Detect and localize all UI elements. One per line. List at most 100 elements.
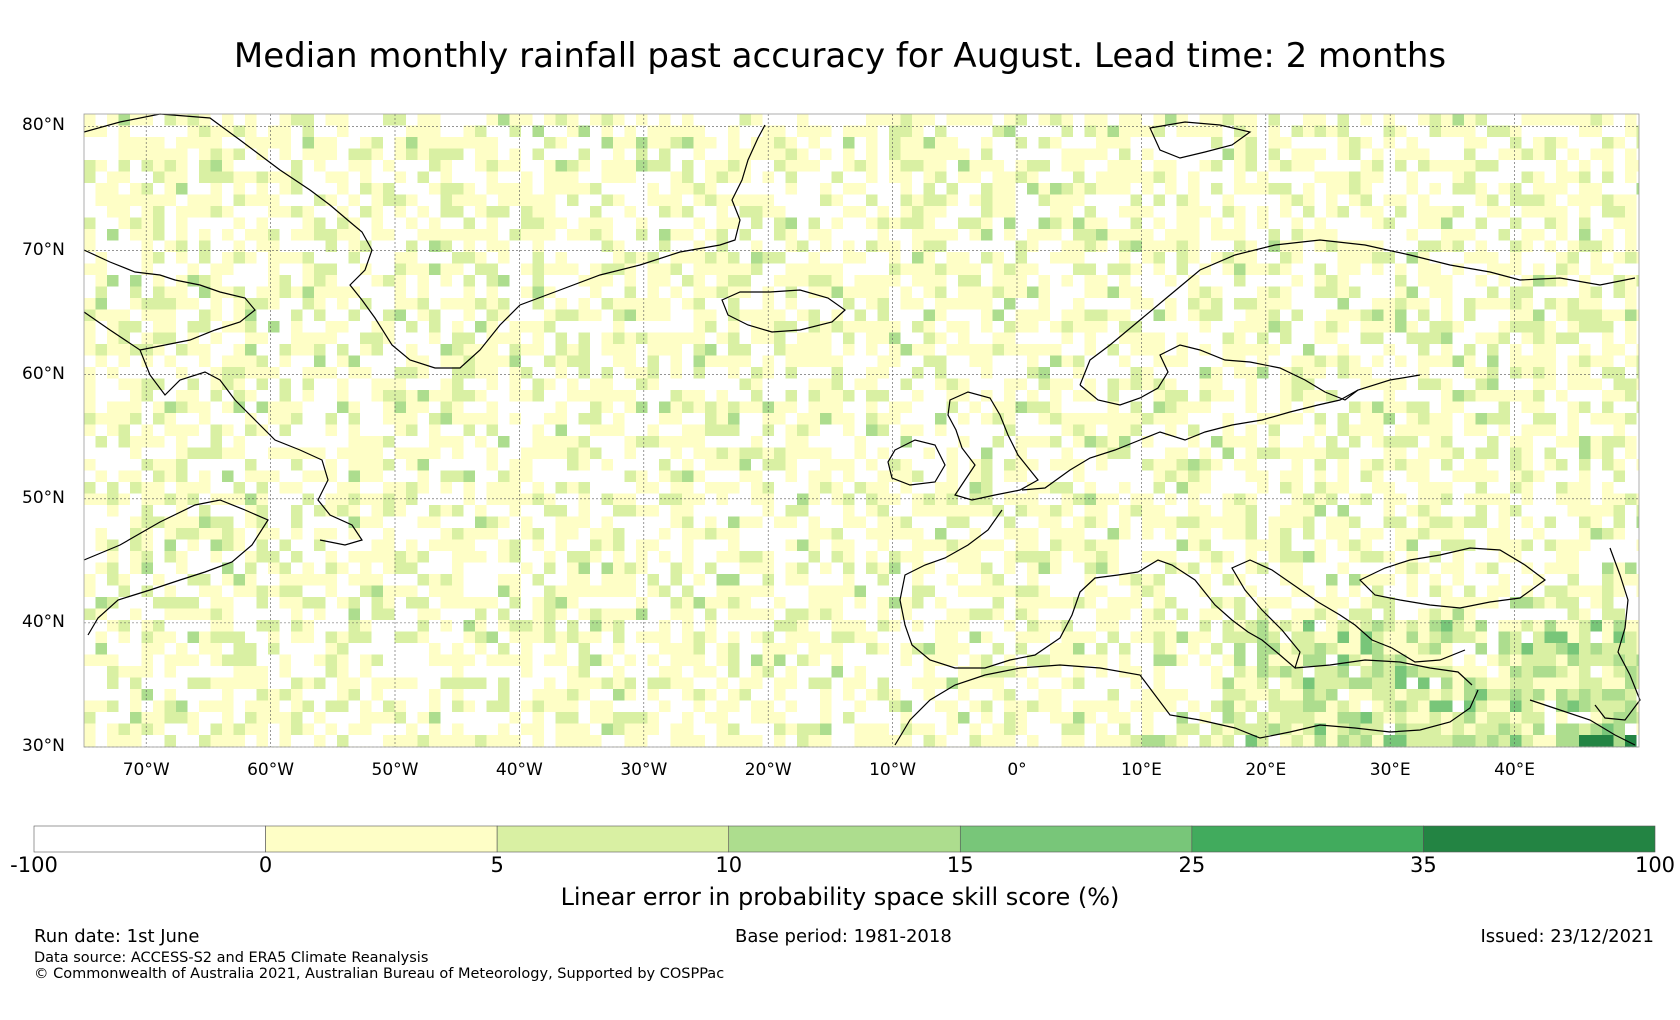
skill-cell bbox=[452, 539, 464, 551]
skill-cell bbox=[383, 505, 395, 517]
skill-cell bbox=[889, 275, 901, 287]
skill-cell bbox=[636, 160, 648, 172]
skill-cell bbox=[95, 309, 107, 321]
skill-cell bbox=[532, 321, 544, 333]
skill-cell bbox=[636, 148, 648, 160]
skill-cell bbox=[1073, 723, 1085, 735]
skill-cell bbox=[1291, 620, 1303, 632]
skill-cell bbox=[555, 344, 567, 356]
colorbar-tick: -100 bbox=[10, 853, 58, 877]
skill-cell bbox=[1326, 229, 1338, 241]
skill-cell bbox=[1625, 286, 1637, 298]
skill-cell bbox=[693, 735, 705, 747]
skill-cell bbox=[797, 562, 809, 574]
skill-cell bbox=[624, 171, 636, 183]
skill-cell bbox=[1326, 528, 1338, 540]
skill-cell bbox=[900, 344, 912, 356]
skill-cell bbox=[1556, 114, 1568, 126]
skill-cell bbox=[1625, 355, 1637, 367]
skill-cell bbox=[1257, 712, 1269, 724]
skill-cell bbox=[1165, 459, 1177, 471]
skill-cell bbox=[877, 608, 889, 620]
skill-cell bbox=[774, 229, 786, 241]
skill-cell bbox=[325, 585, 337, 597]
skill-cell bbox=[452, 505, 464, 517]
skill-cell bbox=[1533, 677, 1545, 689]
skill-cell bbox=[141, 689, 153, 701]
skill-cell bbox=[199, 677, 211, 689]
skill-cell bbox=[1004, 620, 1016, 632]
skill-cell bbox=[682, 735, 694, 747]
skill-cell bbox=[1291, 666, 1303, 678]
skill-cell bbox=[923, 723, 935, 735]
skill-cell bbox=[1602, 321, 1614, 333]
skill-cell bbox=[1130, 125, 1142, 137]
skill-cell bbox=[1441, 516, 1453, 528]
skill-cell bbox=[463, 470, 475, 482]
skill-cell bbox=[279, 666, 291, 678]
skill-cell bbox=[1314, 148, 1326, 160]
skill-cell bbox=[797, 723, 809, 735]
skill-cell bbox=[417, 263, 429, 275]
skill-cell bbox=[900, 298, 912, 310]
skill-cell bbox=[567, 620, 579, 632]
skill-cell bbox=[774, 148, 786, 160]
skill-cell bbox=[1360, 574, 1372, 586]
skill-cell bbox=[1579, 528, 1591, 540]
skill-cell bbox=[647, 355, 659, 367]
skill-cell bbox=[118, 574, 130, 586]
skill-cell bbox=[1303, 643, 1315, 655]
skill-cell bbox=[1498, 505, 1510, 517]
skill-cell bbox=[1510, 712, 1522, 724]
skill-cell bbox=[682, 332, 694, 344]
skill-cell bbox=[360, 666, 372, 678]
skill-cell bbox=[739, 470, 751, 482]
skill-cell bbox=[601, 298, 613, 310]
skill-cell bbox=[567, 597, 579, 609]
skill-cell bbox=[958, 608, 970, 620]
skill-cell bbox=[532, 528, 544, 540]
skill-cell bbox=[1222, 344, 1234, 356]
skill-cell bbox=[1073, 631, 1085, 643]
skill-cell bbox=[762, 252, 774, 264]
skill-cell bbox=[1429, 528, 1441, 540]
skill-cell bbox=[854, 700, 866, 712]
skill-cell bbox=[1073, 436, 1085, 448]
skill-cell bbox=[1038, 597, 1050, 609]
skill-cell bbox=[820, 597, 832, 609]
skill-cell bbox=[291, 482, 303, 494]
skill-cell bbox=[1567, 114, 1579, 126]
skill-cell bbox=[1602, 367, 1614, 379]
skill-cell bbox=[302, 574, 314, 586]
skill-cell bbox=[1636, 585, 1639, 597]
skill-cell bbox=[1015, 378, 1027, 390]
skill-cell bbox=[1038, 194, 1050, 206]
skill-cell bbox=[1579, 459, 1591, 471]
skill-cell bbox=[486, 378, 498, 390]
skill-cell bbox=[84, 332, 96, 344]
skill-cell bbox=[325, 700, 337, 712]
skill-cell bbox=[164, 424, 176, 436]
skill-cell bbox=[452, 206, 464, 218]
skill-cell bbox=[659, 194, 671, 206]
skill-cell bbox=[475, 735, 487, 747]
skill-cell bbox=[831, 528, 843, 540]
skill-cell bbox=[532, 608, 544, 620]
skill-cell bbox=[1510, 367, 1522, 379]
skill-cell bbox=[1222, 332, 1234, 344]
skill-cell bbox=[1625, 309, 1637, 321]
skill-cell bbox=[222, 263, 234, 275]
skill-cell bbox=[1314, 712, 1326, 724]
skill-cell bbox=[1602, 436, 1614, 448]
skill-cell bbox=[1073, 229, 1085, 241]
skill-cell bbox=[590, 620, 602, 632]
skill-cell bbox=[245, 390, 257, 402]
skill-cell bbox=[958, 516, 970, 528]
skill-cell bbox=[716, 723, 728, 735]
skill-cell bbox=[958, 551, 970, 563]
skill-cell bbox=[1498, 413, 1510, 425]
skill-cell bbox=[889, 240, 901, 252]
skill-cell bbox=[774, 137, 786, 149]
skill-cell bbox=[417, 482, 429, 494]
skill-cell bbox=[785, 470, 797, 482]
